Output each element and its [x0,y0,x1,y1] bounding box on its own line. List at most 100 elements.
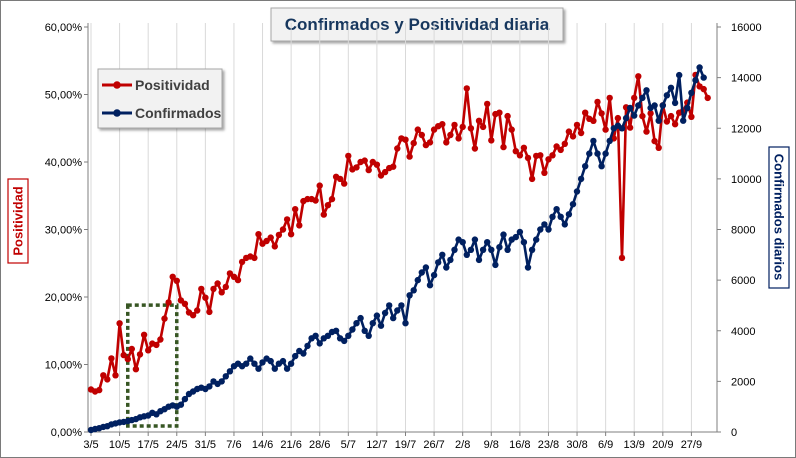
y-left-tick-label: 20,00% [45,292,83,304]
data-point-positividad [524,154,532,162]
data-point-confirmados [492,261,499,269]
data-point-confirmados [643,87,650,94]
data-point-confirmados [390,314,397,322]
data-point-confirmados [635,102,642,109]
data-point-positividad [667,112,675,120]
data-point-confirmados [447,256,454,264]
data-point-confirmados [418,269,425,276]
data-point-positividad [516,152,524,159]
data-point-positividad [582,109,589,116]
data-point-positividad [324,202,332,209]
data-point-positividad [194,307,201,314]
x-tick-label: 12/7 [366,439,387,451]
data-point-positividad [336,175,344,183]
y-left-tick-label: 0,00% [51,427,82,439]
data-point-confirmados [439,251,446,258]
data-point-confirmados [594,150,601,157]
data-point-positividad [479,123,487,131]
x-tick-label: 17/5 [137,439,158,451]
series-confirmados [87,64,707,434]
data-point-positividad [471,145,479,152]
data-point-confirmados [353,320,360,327]
data-point-confirmados [500,231,507,238]
data-point-confirmados [680,117,687,124]
data-point-confirmados [463,251,470,258]
data-point-positividad [275,231,283,239]
data-point-confirmados [553,206,560,213]
data-point-confirmados [577,175,585,183]
y-right-title-box [768,146,790,289]
data-point-positividad [206,308,213,316]
data-point-confirmados [700,74,707,81]
data-point-positividad [189,312,197,319]
x-tick-label: 30/8 [566,439,587,451]
data-point-positividad [647,110,654,117]
legend: Positividad Confirmados [97,68,223,129]
data-point-confirmados [406,292,413,299]
data-point-positividad [165,299,172,306]
data-point-confirmados [541,221,548,228]
y-left-tick-label: 40,00% [45,157,83,169]
data-point-positividad [475,117,483,125]
data-point-positividad [255,231,262,238]
x-tick-label: 24/5 [166,439,187,451]
y-right-title-text: Confirmados diarios [772,154,787,280]
data-point-positividad [512,148,519,155]
x-tick-label: 23/8 [538,439,559,451]
data-point-positividad [500,143,507,151]
data-point-positividad [426,139,434,146]
data-point-positividad [488,137,495,144]
data-point-confirmados [300,350,307,357]
data-point-positividad [120,351,127,359]
data-point-confirmados [549,213,556,220]
data-point-confirmados [602,150,609,157]
data-point-positividad [418,131,425,139]
y-right-tick-label: 2000 [731,376,755,388]
data-point-confirmados [377,322,385,329]
data-point-positividad [484,100,491,108]
data-point-confirmados [651,102,658,109]
y-left-tick-label: 50,00% [45,90,83,102]
data-point-confirmados [569,201,577,208]
data-point-positividad [402,136,409,143]
y-right-tick-labels: 0 2000 4000 6000 8000 10000 12000 14000 16000 [717,22,762,439]
data-point-positividad [169,273,176,280]
data-point-positividad [251,254,258,262]
data-point-confirmados [373,312,381,319]
data-point-confirmados [414,276,421,284]
data-point-confirmados [381,309,389,317]
data-point-confirmados [573,188,581,195]
data-point-positividad [439,121,446,128]
data-point-positividad [316,182,323,189]
data-point-positividad [296,222,303,229]
highlight-box-layer [126,303,179,428]
data-point-confirmados [435,259,442,266]
y-right-tick-label: 16000 [731,22,762,34]
data-point-confirmados [287,360,295,367]
data-point-confirmados [479,246,487,253]
data-point-positividad [271,243,278,250]
data-point-positividad [467,125,475,132]
legend-box [97,68,223,129]
data-point-confirmados [292,352,299,360]
data-point-positividad [104,376,111,383]
data-point-confirmados [655,117,662,124]
data-point-confirmados [618,125,626,132]
data-point-positividad [238,258,246,266]
data-point-positividad [283,216,291,223]
data-point-positividad [606,94,613,102]
data-point-positividad [520,144,528,151]
data-point-positividad [234,276,242,284]
data-point-positividad [128,345,135,353]
data-point-confirmados [324,332,332,339]
data-point-confirmados [622,114,630,122]
data-point-positividad [651,137,658,145]
data-point-positividad [704,94,711,102]
data-point-positividad [688,113,695,121]
data-point-positividad [210,285,217,293]
data-point-confirmados [545,226,552,233]
data-point-confirmados [696,64,703,71]
data-point-positividad [320,211,327,218]
data-point-positividad [161,315,168,322]
